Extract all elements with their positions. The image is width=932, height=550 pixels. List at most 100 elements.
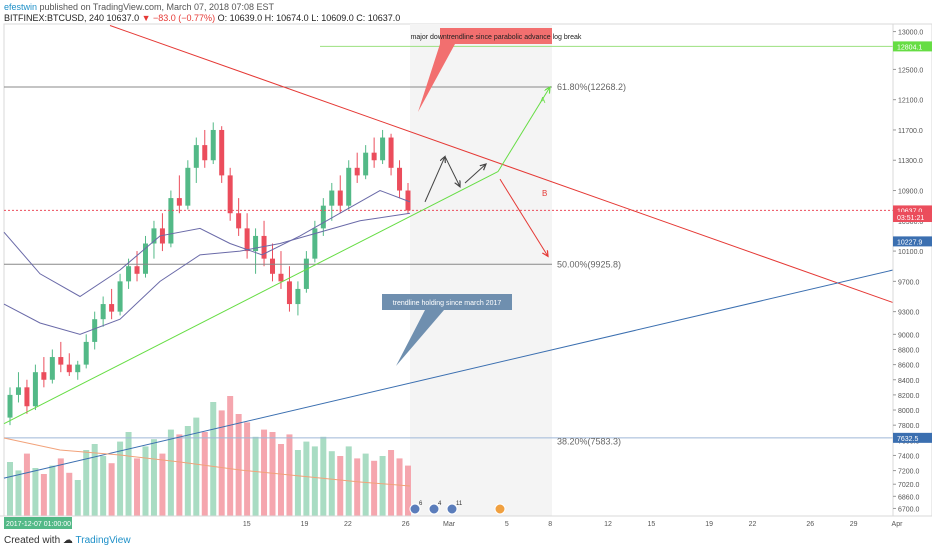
tradingview-logo-icon: ☁ <box>62 535 73 546</box>
y-tick-label: 9700.0 <box>898 279 920 286</box>
x-tick-label: Mar <box>443 521 456 528</box>
candle-body <box>371 152 377 161</box>
volume-bar <box>184 426 191 516</box>
x-tick-label: 19 <box>705 521 713 528</box>
x-tick-label: 26 <box>806 521 814 528</box>
candle-body <box>193 145 199 168</box>
volume-bar <box>311 446 318 516</box>
x-tick-label: 26 <box>402 521 410 528</box>
price-tag <box>893 432 932 443</box>
y-tick-label: 11700.0 <box>898 128 923 135</box>
candle-body <box>109 304 115 312</box>
event-flag-icon[interactable] <box>409 503 421 515</box>
y-tick-label: 12500.0 <box>898 67 923 74</box>
candle-body <box>49 357 55 380</box>
volume-bar <box>201 432 208 516</box>
candle-body <box>15 387 21 395</box>
volume-bar <box>371 460 378 516</box>
projection-arrow-1 <box>424 156 445 203</box>
candle-body <box>92 319 98 342</box>
ohlc-legend: BITFINEX:BTCUSD, 240 10637.0 ▼ −83.0 (−0… <box>4 13 400 24</box>
volume-bar <box>83 450 90 516</box>
volume-bar <box>23 453 30 516</box>
candle-body <box>278 273 284 282</box>
candle-body <box>100 304 106 320</box>
volume-bar <box>7 462 13 516</box>
volume-bar <box>320 436 327 516</box>
x-tick-label: 15 <box>647 521 655 528</box>
candle-body <box>261 235 267 259</box>
candle-body <box>354 167 360 176</box>
price-tag-label: 03:51:21 <box>897 215 924 222</box>
volume-bar <box>142 446 149 516</box>
y-tick-label: 11300.0 <box>898 158 923 165</box>
candle-body <box>168 198 174 244</box>
x-tick-label: 29 <box>850 521 858 528</box>
x-tick-label: 19 <box>301 521 309 528</box>
close-value: C: 10637.0 <box>356 13 401 23</box>
event-flag-icon[interactable] <box>494 503 506 515</box>
footer: Created with ☁ TradingView <box>4 534 131 548</box>
publish-header: efestwin published on TradingView.com, M… <box>4 2 274 13</box>
downtrend-line <box>109 25 894 304</box>
volume-bar <box>125 432 132 516</box>
y-tick-label: 8200.0 <box>898 393 920 400</box>
candle-body <box>244 228 250 252</box>
downtrend-callout-box <box>418 28 552 112</box>
open-value: O: 10639.0 <box>217 13 263 23</box>
moving-average-1 <box>3 189 411 298</box>
y-tick-label: 8400.0 <box>898 378 920 385</box>
candle-body <box>185 167 191 206</box>
y-tick-label: 6700.0 <box>898 506 920 513</box>
long-trend-line <box>3 269 894 479</box>
symbol-label[interactable]: BITFINEX:BTCUSD, 240 <box>4 13 105 23</box>
low-value: L: 10609.0 <box>311 13 354 23</box>
trend-callout-box <box>382 294 512 366</box>
y-tick-label: 9300.0 <box>898 310 920 317</box>
volume-bar <box>235 414 242 516</box>
candle-body <box>151 228 157 244</box>
volume-bar <box>354 458 361 516</box>
price-tag <box>893 205 932 216</box>
x-tick-label: 2017-12-07 01:00:00 <box>6 521 71 528</box>
y-tick-label: 12100.0 <box>898 98 923 105</box>
candle-body <box>405 190 411 211</box>
candle-body <box>286 281 292 305</box>
fib-label: 38.20%(7583.3) <box>557 437 621 447</box>
volume-bar <box>108 463 115 516</box>
candle-body <box>210 129 216 161</box>
event-flag-icon[interactable] <box>446 503 458 515</box>
volume-bar <box>57 458 64 516</box>
price-tag <box>893 41 932 52</box>
event-flag-icon[interactable] <box>428 503 440 515</box>
y-tick-label: 7800.0 <box>898 423 920 430</box>
volume-bar <box>49 465 56 516</box>
candle-body <box>346 167 352 206</box>
volume-bar <box>362 453 369 516</box>
candle-body <box>329 190 335 206</box>
candle-body <box>227 175 233 214</box>
volume-bar <box>379 456 386 516</box>
candle-body <box>312 228 318 259</box>
volume-bar <box>176 434 183 516</box>
candle-body <box>388 137 394 168</box>
volume-bar <box>193 417 200 516</box>
volume-bar <box>405 465 411 516</box>
y-tick-label: 13000.0 <box>898 30 923 37</box>
price-tag-label: 7632.5 <box>897 436 919 443</box>
volume-bar <box>74 480 81 516</box>
moving-average-2 <box>3 212 411 335</box>
path-a-label: A <box>540 96 546 105</box>
fib-label: 50.00%(9925.8) <box>557 259 621 269</box>
tradingview-brand[interactable]: TradingView <box>75 535 131 546</box>
y-tick-label: 6860.0 <box>898 494 920 501</box>
x-tick-label: 12 <box>604 521 612 528</box>
author-link[interactable]: efestwin <box>4 2 38 12</box>
price-tag <box>893 212 932 223</box>
candle-body <box>24 387 30 407</box>
volume-bar <box>388 450 395 516</box>
volume-bar <box>337 456 344 516</box>
x-cursor-tag <box>4 517 72 529</box>
volume-bar <box>91 444 98 516</box>
